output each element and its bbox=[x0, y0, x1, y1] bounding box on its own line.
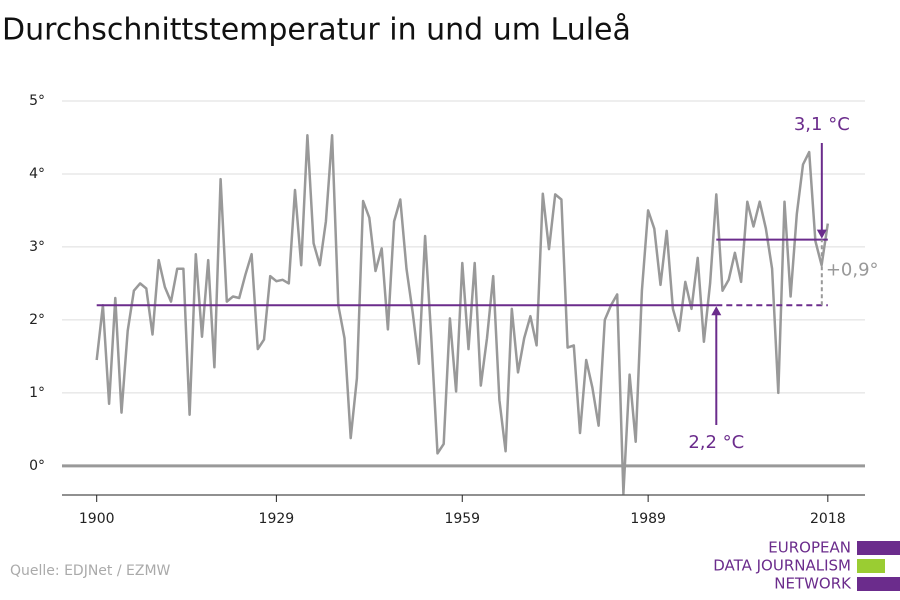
y-tick-label: 2° bbox=[29, 312, 45, 328]
y-tick-label: 1° bbox=[29, 385, 45, 401]
logo-bar bbox=[857, 559, 885, 573]
logo-bar bbox=[857, 577, 900, 591]
reference-label: 2,2 °C bbox=[688, 432, 744, 453]
arrow-head bbox=[816, 229, 827, 239]
x-tick-label: 1959 bbox=[444, 511, 480, 527]
logo-text: DATA JOURNALISM bbox=[713, 557, 851, 575]
source: Quelle: EDJNet / EZMW bbox=[10, 563, 171, 579]
y-tick-label: 4° bbox=[29, 166, 45, 182]
y-tick-label: 3° bbox=[29, 239, 45, 255]
x-tick-label: 1900 bbox=[79, 511, 115, 527]
x-tick-label: 2018 bbox=[810, 511, 846, 527]
logo: EUROPEAN DATA JOURNALISM NETWORK bbox=[713, 539, 900, 593]
y-tick-label: 5° bbox=[29, 93, 45, 109]
logo-bar bbox=[857, 541, 900, 555]
logo-text: EUROPEAN bbox=[768, 539, 851, 557]
data-line bbox=[95, 134, 830, 495]
x-tick-label: 1989 bbox=[630, 511, 666, 527]
chart-title: Durchschnittstemperatur in und um Luleå bbox=[2, 13, 631, 48]
x-tick-label: 1929 bbox=[259, 511, 295, 527]
difference-label: +0,9° bbox=[826, 259, 879, 280]
y-tick-label: 0° bbox=[29, 458, 45, 474]
reference-label: 3,1 °C bbox=[794, 114, 850, 135]
logo-text: NETWORK bbox=[774, 575, 852, 593]
arrow-head bbox=[711, 306, 722, 316]
